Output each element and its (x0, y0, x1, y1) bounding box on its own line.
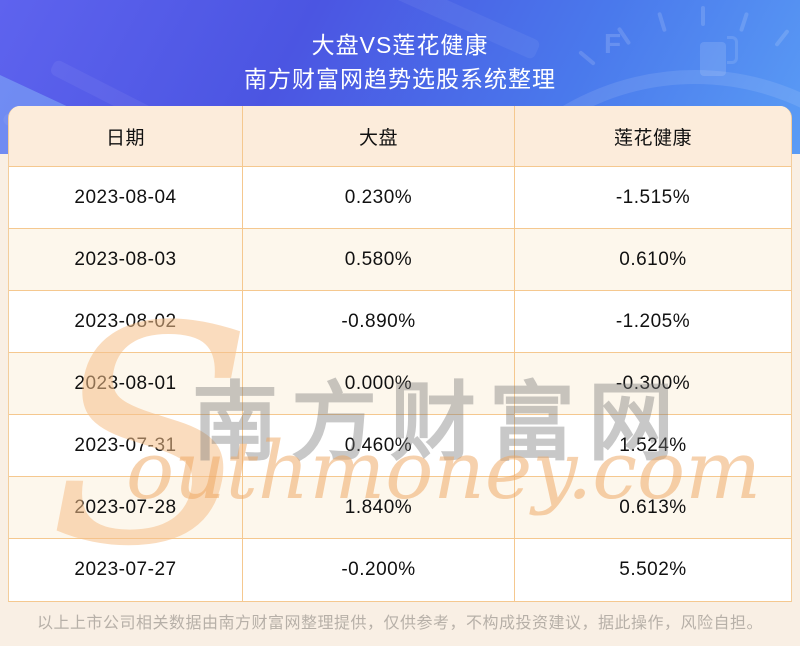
column-header-date: 日期 (9, 106, 243, 167)
date-cell: 2023-07-27 (9, 539, 243, 601)
fuel-pump-icon (700, 36, 738, 76)
page-subtitle: 南方财富网趋势选股系统整理 (244, 66, 556, 92)
market-change-cell: -0.200% (243, 539, 515, 601)
column-header-market: 大盘 (243, 106, 515, 167)
fuel-gauge-f-label: F (604, 28, 622, 59)
stock-change-cell: 0.610% (515, 229, 791, 291)
table-row: 2023-07-31 0.460% 1.524% (9, 415, 791, 477)
date-cell: 2023-07-28 (9, 477, 243, 539)
stock-change-cell: -0.300% (515, 353, 791, 415)
table-row: 2023-08-01 0.000% -0.300% (9, 353, 791, 415)
fuel-gauge-tick-icon (701, 6, 705, 26)
page-title: 大盘VS莲花健康 (311, 32, 489, 58)
market-change-cell: -0.890% (243, 291, 515, 353)
market-change-cell: 0.000% (243, 353, 515, 415)
stock-change-cell: -1.515% (515, 167, 791, 229)
table-row: 2023-08-03 0.580% 0.610% (9, 229, 791, 291)
date-cell: 2023-07-31 (9, 415, 243, 477)
date-cell: 2023-08-01 (9, 353, 243, 415)
disclaimer-text: 以上上市公司相关数据由南方财富网整理提供，仅供参考，不构成投资建议，据此操作，风… (36, 615, 763, 632)
table-row: 2023-07-27 -0.200% 5.502% (9, 539, 791, 601)
stock-change-cell: 5.502% (619, 559, 687, 580)
market-change-cell: 0.580% (243, 229, 515, 291)
comparison-table: 日期 大盘 莲花健康 2023-08-04 0.230% -1.515% 202… (8, 106, 792, 602)
column-header-stock: 莲花健康 (515, 106, 791, 167)
market-change-cell: 0.460% (243, 415, 515, 477)
table-row: 2023-08-02 -0.890% -1.205% (9, 291, 791, 353)
table-row: 2023-07-28 1.840% 0.613% (9, 477, 791, 539)
stock-change-cell: -1.205% (515, 291, 791, 353)
date-cell: 2023-08-04 (9, 167, 243, 229)
date-cell: 2023-08-03 (9, 229, 243, 291)
stock-change-cell: 1.524% (515, 415, 791, 477)
date-cell: 2023-08-02 (9, 291, 243, 353)
table-row: 2023-08-04 0.230% -1.515% (9, 167, 791, 229)
table-header-row: 日期 大盘 莲花健康 (9, 106, 791, 167)
stock-change-cell: 0.613% (515, 477, 791, 539)
market-change-cell: 0.230% (243, 167, 515, 229)
market-change-cell: 1.840% (243, 477, 515, 539)
